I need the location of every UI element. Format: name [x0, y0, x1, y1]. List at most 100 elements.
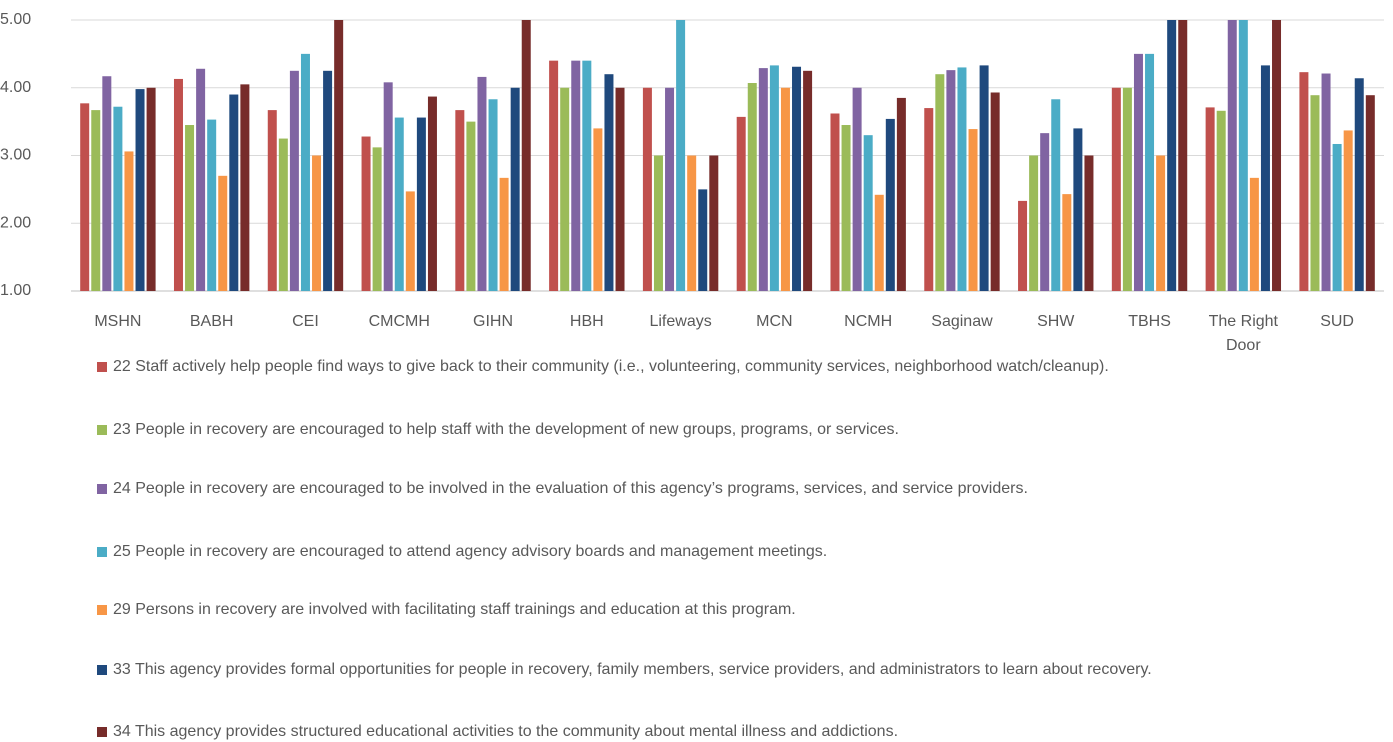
bar [1029, 155, 1039, 291]
bar [334, 20, 344, 291]
bar [124, 151, 134, 291]
bar [218, 175, 228, 291]
y-tick-label: 2.00 [0, 214, 31, 231]
bar [780, 87, 790, 291]
bar [676, 20, 686, 291]
bar [769, 65, 779, 291]
legend-item: 29 Persons in recovery are involved with… [97, 598, 1297, 622]
bar [1133, 53, 1143, 291]
bar [466, 121, 476, 291]
bar [173, 78, 183, 291]
x-tick-label: Lifeways [649, 313, 712, 330]
x-tick-label: MSHN [94, 313, 142, 330]
bar [1238, 20, 1248, 291]
bar [1365, 95, 1375, 291]
bar [1111, 87, 1121, 291]
bar [196, 68, 206, 291]
bar [146, 87, 156, 291]
bar [499, 177, 509, 291]
bar [1122, 87, 1132, 291]
bar [278, 138, 288, 291]
bar [1040, 133, 1050, 291]
bar [1156, 155, 1166, 291]
bar [863, 135, 873, 291]
bar [1073, 128, 1083, 291]
bar [394, 117, 404, 291]
bar [642, 87, 652, 291]
x-tick-label: The Right Door [1208, 313, 1278, 354]
legend-swatch [97, 665, 107, 675]
x-tick-label: SHW [1037, 313, 1075, 330]
bar [1299, 72, 1309, 291]
bar [240, 84, 250, 291]
bar [1332, 143, 1342, 291]
x-tick-label: GIHN [473, 313, 514, 330]
bar [593, 128, 603, 291]
legend-swatch [97, 605, 107, 615]
bar [946, 70, 956, 291]
y-tick-label: 1.00 [0, 282, 31, 299]
legend-swatch [97, 547, 107, 557]
bar [113, 106, 123, 291]
bar [698, 189, 708, 291]
legend-swatch [97, 727, 107, 737]
bar [885, 118, 895, 291]
bar [924, 108, 934, 291]
bar [560, 87, 570, 291]
bar [1167, 20, 1177, 291]
legend-swatch [97, 484, 107, 494]
bar [571, 60, 581, 292]
bar [1260, 65, 1270, 291]
bar [1272, 20, 1282, 291]
bar [510, 87, 520, 291]
y-tick-label: 5.00 [0, 11, 31, 28]
bar [185, 125, 195, 291]
legend-item: 25 People in recovery are encouraged to … [97, 540, 1297, 564]
bar [1062, 194, 1072, 291]
bar [427, 96, 437, 292]
legend-item: 33 This agency provides formal opportuni… [97, 658, 1297, 682]
bar [1249, 177, 1259, 291]
bar [1051, 99, 1061, 291]
bar [665, 87, 675, 291]
bar [1216, 110, 1226, 291]
bar [361, 136, 371, 291]
bar [874, 194, 884, 291]
legend-swatch [97, 362, 107, 372]
bar [803, 70, 813, 291]
x-tick-label: CMCMH [368, 313, 430, 330]
bar [604, 74, 614, 291]
bar [1227, 20, 1237, 291]
bar [1084, 155, 1094, 291]
bar [758, 68, 768, 291]
bar [830, 113, 840, 292]
y-tick-label: 3.00 [0, 147, 31, 164]
bar [1354, 78, 1364, 291]
x-tick-label: TBHS [1128, 313, 1171, 330]
bar [102, 76, 112, 291]
bar [416, 117, 426, 291]
bar [229, 94, 239, 292]
bar [289, 70, 299, 291]
legend-swatch [97, 425, 107, 435]
bar [300, 53, 310, 291]
bar [323, 70, 333, 291]
bar [549, 60, 559, 292]
x-tick-label: CEI [292, 313, 319, 330]
bar [1343, 130, 1353, 291]
bar [841, 125, 851, 291]
bar [1018, 200, 1028, 291]
legend-item: 23 People in recovery are encouraged to … [97, 418, 1297, 442]
bar [455, 110, 465, 291]
bar [405, 191, 415, 291]
bar [135, 89, 145, 291]
bar [477, 76, 487, 291]
bar [896, 97, 906, 291]
legend-item: 22 Staff actively help people find ways … [97, 355, 1297, 379]
bar [968, 129, 978, 291]
bar [792, 66, 802, 291]
legend-item: 24 People in recovery are encouraged to … [97, 477, 1297, 501]
bar [747, 83, 757, 291]
